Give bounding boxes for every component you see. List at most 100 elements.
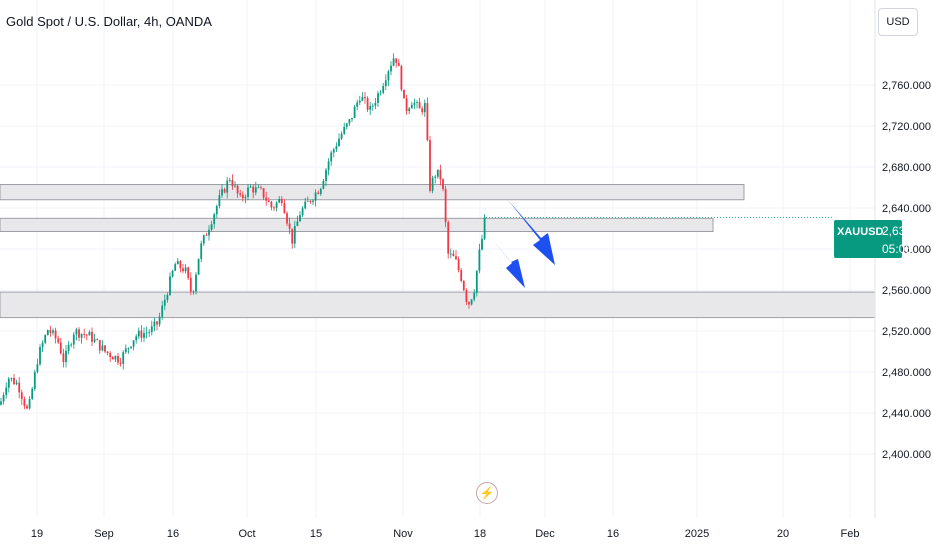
candle-body (390, 65, 392, 72)
candle-body (202, 235, 205, 244)
candle-body (176, 261, 179, 265)
x-tick-label: Sep (94, 528, 114, 540)
candle-body (150, 326, 153, 333)
candle-body (166, 294, 169, 300)
candle-body (462, 281, 465, 291)
candle-body (304, 201, 307, 209)
currency-selector[interactable]: USD (878, 8, 918, 36)
candle-body (104, 345, 106, 352)
candle-body (374, 102, 377, 106)
symbol-label: XAUUSD (837, 226, 884, 238)
x-tick-label: Dec (535, 528, 555, 540)
candle-body (431, 177, 434, 191)
x-tick-label: 16 (167, 528, 179, 540)
candle-body (327, 161, 330, 170)
candle-body (252, 186, 255, 193)
candle-body (353, 106, 356, 118)
candle-body (41, 342, 44, 348)
candle-body (49, 330, 52, 333)
candle-body (106, 351, 109, 354)
candle-body (33, 371, 36, 389)
candle-body (317, 192, 320, 194)
last-price-value: 2,630.740 (882, 224, 932, 238)
candle-body (478, 249, 481, 271)
candle-body (387, 71, 390, 81)
candle-body (223, 189, 226, 193)
candle-body (234, 185, 236, 187)
candle-body (132, 340, 135, 347)
candle-body (39, 347, 41, 365)
candle-body (208, 229, 210, 236)
candle-body (260, 187, 262, 189)
candle-body (83, 334, 86, 335)
price-zone[interactable] (0, 291, 876, 319)
candle-body (400, 66, 403, 90)
candle-body (187, 267, 190, 278)
candle-body (36, 364, 39, 372)
candle-body (332, 149, 335, 153)
price-zone[interactable] (0, 217, 714, 232)
candle-body (257, 187, 260, 189)
y-tick-label: 2,400.000 (882, 449, 931, 461)
candle-body (205, 235, 208, 236)
candle-body (293, 226, 296, 244)
y-tick-label: 2,640.000 (882, 203, 931, 215)
x-tick-label: 20 (777, 528, 789, 540)
chart-title: Gold Spot / U.S. Dollar, 4h, OANDA (6, 14, 212, 29)
candle-body (473, 292, 476, 300)
candle-body (0, 401, 2, 405)
y-tick-label: 2,480.000 (882, 367, 931, 379)
candle-body (189, 277, 192, 292)
candle-body (98, 340, 101, 351)
candle-body (434, 176, 437, 178)
candle-body (345, 123, 348, 127)
candle-body (62, 353, 65, 363)
candle-body (226, 180, 229, 193)
candle-body (31, 388, 34, 400)
candle-body (148, 332, 151, 333)
down-arrow-annotation[interactable] (508, 200, 555, 265)
candle-body (122, 352, 125, 364)
candle-body (174, 264, 177, 271)
x-tick-label: 2025 (685, 528, 709, 540)
candle-body (397, 62, 400, 67)
candle-body (382, 86, 385, 93)
candle-body (7, 378, 10, 388)
candle-body (197, 258, 200, 275)
candle-body (249, 186, 252, 188)
candle-body (127, 347, 130, 349)
candle-body (371, 105, 374, 107)
candle-body (18, 382, 21, 393)
candle-body (436, 169, 439, 177)
candle-body (426, 103, 429, 141)
candle-body (322, 181, 325, 189)
candle-body (283, 203, 286, 214)
down-arrow-annotation[interactable] (486, 232, 525, 288)
candle-body (91, 331, 93, 342)
candle-body (392, 58, 395, 66)
candle-body (169, 276, 171, 295)
candle-body (423, 103, 426, 113)
candle-body (28, 399, 31, 409)
candle-body (306, 200, 309, 202)
chart-grid (0, 0, 875, 518)
candle-body (312, 200, 314, 202)
candle-body (475, 270, 478, 293)
candle-body (301, 208, 304, 216)
candle-body (361, 96, 364, 101)
candle-body (218, 195, 221, 207)
candle-body (403, 89, 405, 99)
price-zone[interactable] (0, 184, 745, 201)
candle-body (408, 108, 411, 112)
candle-body (439, 169, 442, 180)
candle-body (241, 194, 244, 199)
candle-body (59, 342, 62, 354)
candle-body (348, 119, 351, 124)
candle-body (470, 299, 473, 305)
candle-body (416, 102, 418, 103)
lightning-icon[interactable]: ⚡ (476, 482, 498, 504)
candle-body (314, 192, 317, 201)
candle-body (481, 238, 483, 250)
candle-body (273, 207, 275, 209)
